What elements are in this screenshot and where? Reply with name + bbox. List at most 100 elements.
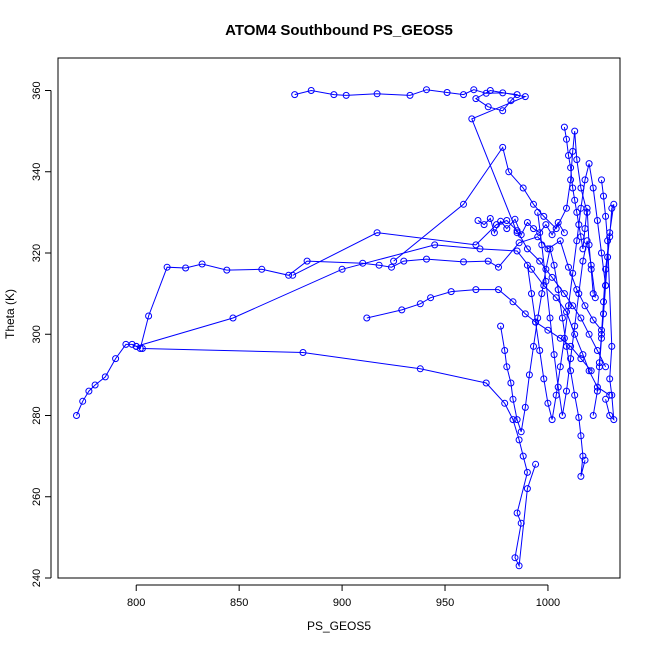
data-series	[291, 86, 529, 237]
data-point	[182, 264, 190, 272]
data-point	[373, 229, 381, 237]
data-point	[567, 164, 575, 172]
data-point	[577, 355, 585, 363]
x-axis: 800 850 900 950 1000	[127, 584, 560, 609]
data-point	[229, 314, 237, 322]
data-point	[519, 452, 527, 460]
data-point	[523, 261, 531, 269]
data-point	[521, 403, 529, 411]
data-point	[587, 261, 595, 269]
data-point	[423, 255, 430, 263]
data-point	[567, 367, 575, 375]
data-point	[406, 91, 414, 99]
data-point	[598, 330, 605, 338]
data-point	[285, 271, 293, 279]
data-point	[375, 261, 383, 269]
data-point	[604, 237, 612, 245]
data-point	[532, 460, 540, 468]
data-point	[509, 395, 517, 403]
data-point	[560, 123, 568, 131]
data-series	[474, 215, 568, 239]
data-point	[515, 239, 523, 247]
data-point	[569, 147, 577, 155]
data-point	[573, 208, 581, 216]
data-point	[598, 176, 605, 184]
data-point	[608, 342, 616, 350]
data-point	[511, 215, 519, 223]
data-point	[589, 290, 597, 298]
data-point	[591, 294, 599, 302]
data-point	[101, 373, 109, 381]
y-tick-label: 300	[31, 325, 43, 343]
data-point	[338, 265, 346, 273]
data-point	[554, 219, 562, 226]
data-point	[606, 375, 614, 383]
data-point	[468, 115, 476, 123]
data-point	[581, 302, 589, 310]
data-point	[583, 204, 591, 212]
series-line	[526, 163, 607, 420]
data-series	[289, 217, 610, 371]
data-series	[138, 345, 540, 570]
data-point	[132, 342, 140, 350]
data-point	[517, 428, 525, 436]
data-point	[602, 212, 610, 220]
data-point	[536, 347, 544, 354]
data-point	[307, 87, 315, 94]
data-point	[571, 127, 579, 135]
data-point	[602, 282, 610, 289]
data-point	[593, 387, 601, 395]
data-point	[595, 359, 603, 367]
data-point	[460, 91, 467, 99]
data-point	[571, 196, 579, 204]
data-point	[579, 351, 587, 359]
data-point	[600, 298, 607, 306]
data-point	[565, 302, 572, 310]
data-point	[563, 308, 570, 316]
data-point	[480, 221, 488, 229]
data-point	[610, 200, 618, 208]
data-point	[560, 290, 568, 298]
data-point	[523, 245, 531, 253]
data-point	[523, 485, 531, 493]
data-point	[490, 229, 498, 237]
data-point	[517, 519, 525, 527]
data-point	[540, 212, 548, 220]
data-point	[303, 257, 311, 265]
data-point	[530, 342, 537, 350]
data-point	[373, 90, 381, 98]
data-point	[544, 245, 552, 253]
y-tick-label: 340	[31, 163, 43, 181]
data-point	[503, 225, 511, 233]
data-point	[484, 257, 492, 265]
data-series	[598, 176, 618, 424]
x-tick-label: 950	[436, 597, 454, 609]
data-point	[546, 245, 554, 253]
data-point	[472, 241, 480, 249]
data-series	[534, 208, 599, 419]
data-point	[567, 176, 575, 184]
data-point	[565, 152, 572, 159]
data-point	[499, 143, 507, 151]
data-point	[515, 436, 523, 444]
y-tick-label: 320	[31, 244, 43, 262]
data-point	[558, 314, 566, 322]
data-point	[497, 217, 505, 225]
data-point	[482, 379, 490, 387]
data-point	[575, 221, 583, 229]
data-point	[567, 355, 575, 363]
data-point	[342, 91, 350, 99]
data-point	[550, 261, 558, 269]
data-point	[560, 229, 568, 237]
data-point	[556, 363, 564, 371]
data-point	[538, 241, 546, 249]
data-point	[507, 97, 515, 105]
data-point	[223, 266, 231, 274]
data-point	[515, 562, 523, 570]
data-point	[503, 363, 511, 371]
data-point	[606, 391, 614, 399]
data-point	[525, 371, 533, 379]
data-point	[513, 509, 521, 517]
data-point	[567, 342, 575, 350]
data-point	[499, 89, 507, 97]
